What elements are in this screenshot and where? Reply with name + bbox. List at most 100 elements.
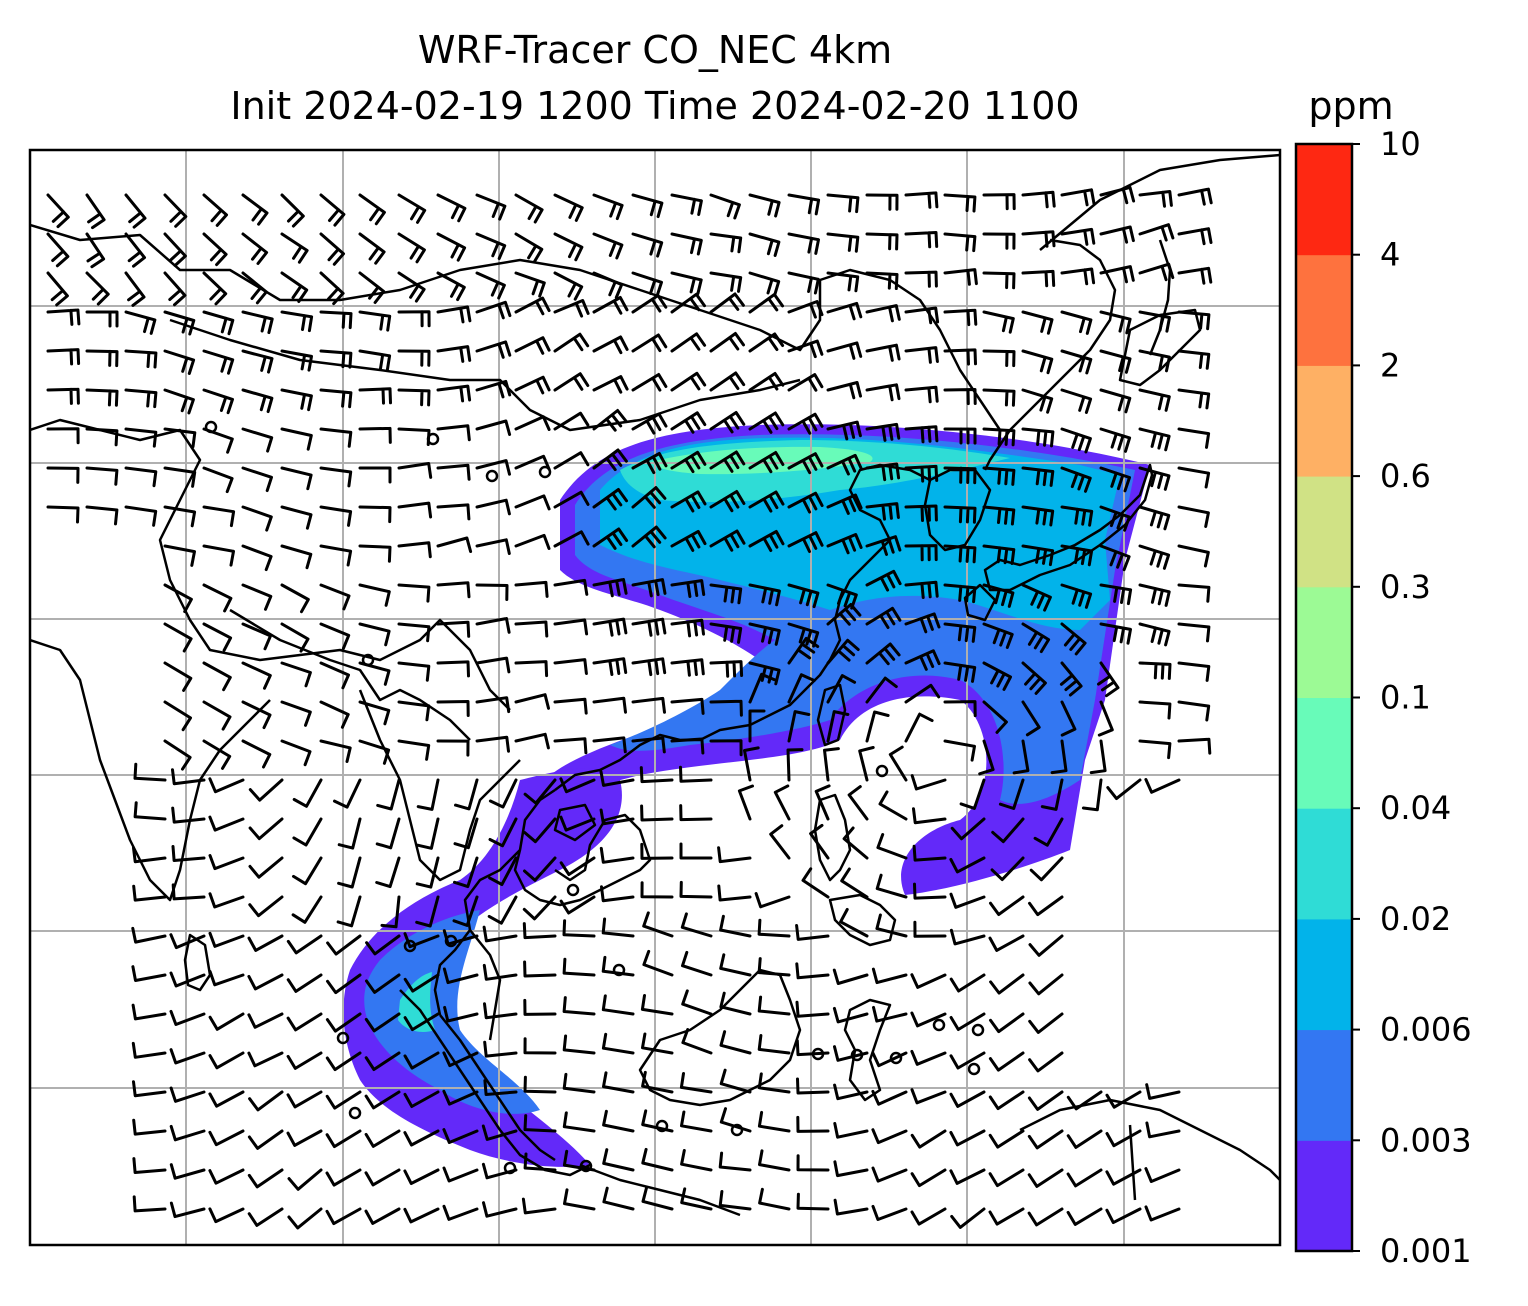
wind-barb (1145, 1083, 1181, 1100)
wind-barb (679, 880, 713, 899)
wind-barb (1060, 188, 1096, 207)
wind-barb (679, 804, 713, 822)
wind-barb (1099, 622, 1132, 645)
wind-barb (943, 622, 977, 643)
wind-barb (875, 873, 908, 899)
wind-barb (990, 856, 1025, 882)
wind-barb (397, 310, 431, 328)
wind-barb (124, 232, 146, 268)
wind-barb (358, 739, 391, 765)
wind-barb (319, 193, 346, 227)
border-himalaya (229, 608, 471, 741)
wind-barb (163, 661, 193, 692)
wind-barb (1099, 349, 1132, 374)
wind-barb (826, 603, 862, 626)
wind-barb (397, 388, 431, 407)
wind-barb (748, 672, 776, 704)
wind-barb (865, 502, 900, 521)
wind-barb (523, 778, 557, 805)
wind-barb (403, 1051, 440, 1070)
wind-barb (949, 892, 986, 909)
wind-barb (910, 1129, 947, 1149)
wind-barb (514, 193, 544, 224)
wind-barb (592, 736, 627, 754)
wind-barb (709, 411, 746, 434)
wind-barb (592, 335, 629, 355)
wind-barb (553, 299, 590, 318)
wind-barb (943, 544, 977, 564)
wind-barb (514, 693, 550, 710)
wind-barb (592, 448, 628, 472)
wind-barb (333, 778, 362, 809)
wind-barb (46, 271, 69, 307)
wind-barb (280, 193, 305, 228)
wind-barb (1028, 1012, 1064, 1034)
wind-barb (241, 622, 272, 651)
wind-barb (436, 739, 470, 757)
wind-barb (748, 332, 785, 353)
wind-barb (559, 777, 596, 794)
wind-barb (949, 1168, 986, 1185)
wind-barb (913, 882, 947, 900)
wind-barb (670, 618, 705, 638)
wind-barb (475, 193, 507, 221)
wind-barb (826, 453, 863, 476)
wind-barb (553, 232, 584, 262)
wind-barb (641, 1032, 674, 1055)
wind-barb (169, 1086, 206, 1103)
wind-barb (670, 292, 706, 314)
wind-barb (809, 823, 830, 860)
wind-barb (787, 193, 821, 216)
wind-barb (787, 491, 824, 514)
wind-barb (358, 310, 392, 332)
wind-barb (989, 1012, 1025, 1034)
wind-barb (202, 505, 236, 528)
wind-barb (397, 739, 431, 761)
wind-barb (757, 957, 791, 977)
wind-barb (319, 388, 353, 409)
wind-barb (787, 710, 811, 743)
wind-barb (904, 231, 939, 249)
wind-barb (475, 300, 512, 320)
wind-barb (982, 505, 1016, 526)
wind-barb (912, 807, 947, 825)
wind-barb (553, 451, 590, 470)
wind-barb (709, 529, 746, 552)
wind-barb (453, 817, 479, 850)
wind-barb (415, 895, 440, 928)
wind-barb (559, 856, 596, 876)
wind-barb (709, 660, 744, 678)
wind-barb (1060, 466, 1092, 493)
wind-barb (904, 191, 939, 209)
wind-barb (709, 490, 746, 513)
wind-barb (1099, 310, 1132, 335)
wind-barb (325, 1090, 362, 1110)
wind-barb (978, 739, 995, 776)
wind-barb (1066, 1168, 1103, 1188)
wind-barb (286, 1051, 323, 1070)
wind-barb (375, 817, 401, 850)
wind-barb (1097, 661, 1120, 698)
wind-barb (319, 349, 353, 369)
wind-barb (475, 459, 511, 476)
wind-barb (208, 815, 245, 832)
wind-barb (670, 371, 707, 392)
wind-barb (982, 427, 1016, 447)
wind-barb (1177, 583, 1211, 603)
wind-barb (475, 271, 506, 300)
wind-barb (796, 1192, 830, 1211)
wind-barb (847, 785, 869, 821)
wind-barb (475, 419, 512, 436)
wind-barb (1060, 349, 1093, 375)
wind-barb (376, 778, 401, 811)
wind-barb (748, 583, 781, 607)
wind-barb (452, 895, 479, 927)
wind-barb (364, 1012, 401, 1033)
wind-barb (248, 1090, 284, 1112)
wind-barb (865, 676, 898, 704)
wind-barb (132, 846, 167, 864)
wind-barb (1060, 505, 1094, 527)
wind-barb (436, 581, 471, 599)
wind-barb (757, 1034, 791, 1055)
colorbar-segment (1296, 254, 1352, 366)
